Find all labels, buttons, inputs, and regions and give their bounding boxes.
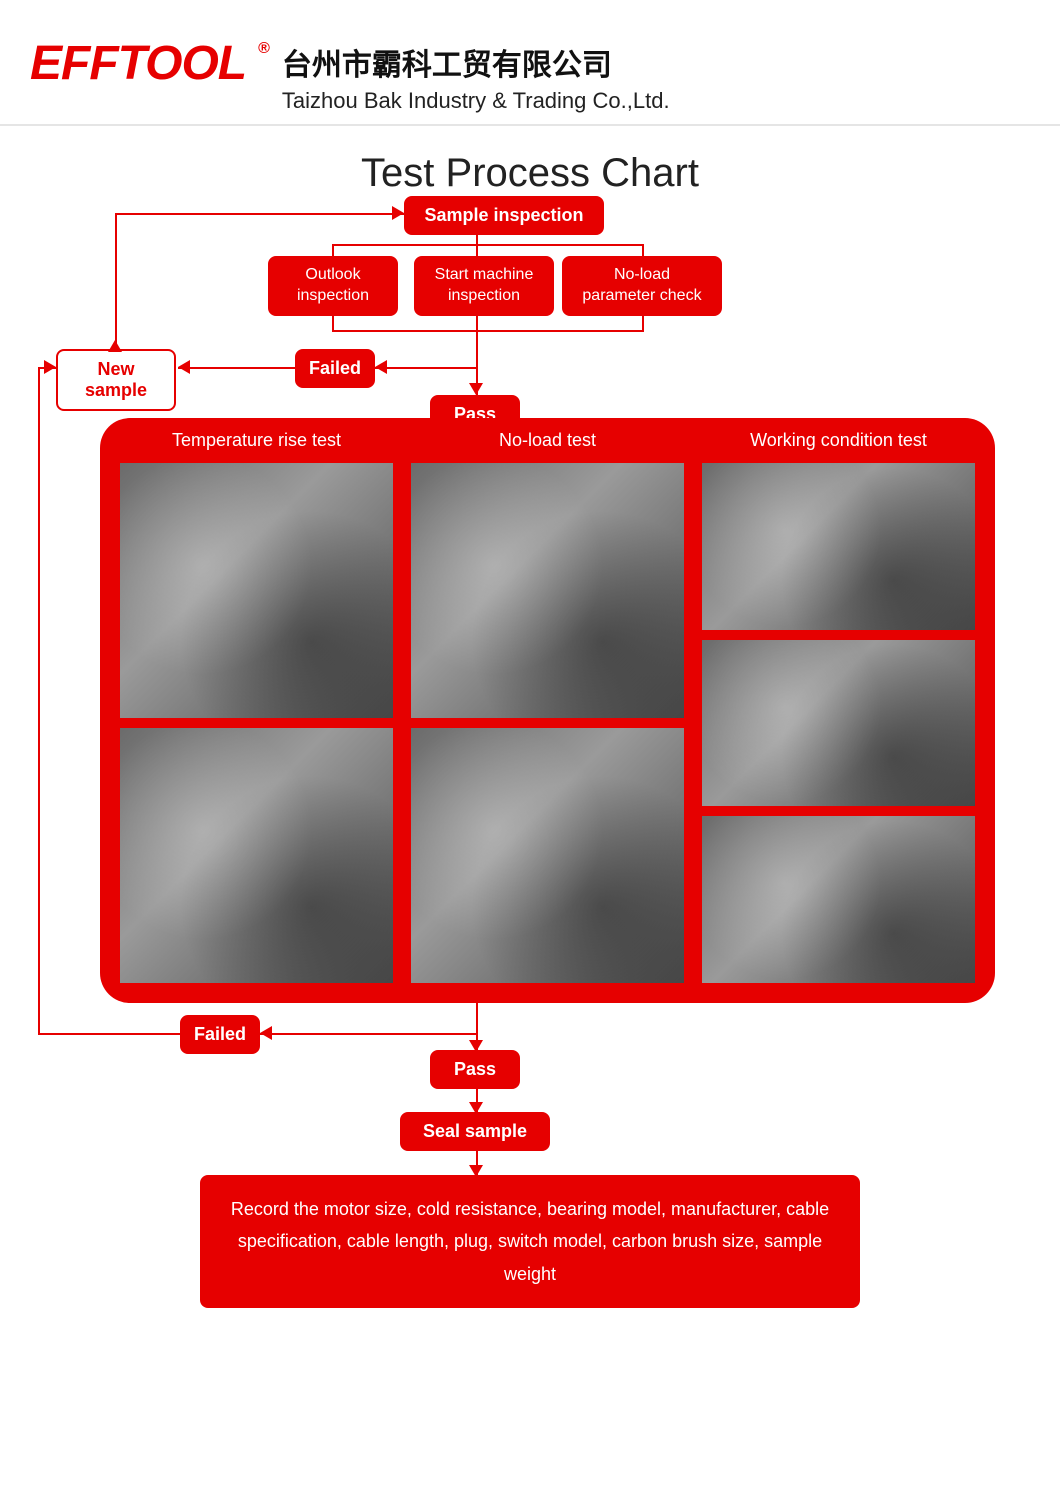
- node-start-machine-inspection: Start machine inspection: [414, 256, 554, 316]
- edge: [332, 314, 334, 330]
- edge: [38, 1033, 180, 1035]
- node-seal-sample: Seal sample: [400, 1112, 550, 1151]
- edge: [332, 244, 334, 256]
- photo-noload-2: [411, 728, 684, 983]
- node-noload-parameter-check: No-load parameter check: [562, 256, 722, 316]
- edge: [260, 1033, 476, 1035]
- arrow-left-icon: [260, 1026, 272, 1040]
- arrow-up-icon: [108, 340, 122, 352]
- photo-working-1: [702, 463, 975, 630]
- arrow-right-icon: [392, 206, 404, 220]
- arrow-left-icon: [178, 360, 190, 374]
- edge: [332, 244, 642, 246]
- node-failed-1: Failed: [295, 349, 375, 388]
- node-sample-inspection: Sample inspection: [404, 196, 604, 235]
- edge: [375, 367, 476, 369]
- arrow-right-icon: [44, 360, 56, 374]
- company-block: 台州市霸科工贸有限公司 Taizhou Bak Industry & Tradi…: [282, 40, 670, 114]
- edge: [332, 330, 644, 332]
- photo-working-2: [702, 640, 975, 807]
- arrow-down-icon: [469, 1102, 483, 1114]
- company-name-cn: 台州市霸科工贸有限公司: [282, 40, 670, 84]
- edge: [642, 314, 644, 330]
- arrow-left-icon: [375, 360, 387, 374]
- test-col-temperature: Temperature rise test: [120, 430, 393, 983]
- logo: EFFTOOL: [30, 40, 246, 88]
- node-new-sample: New sample: [56, 349, 176, 411]
- tests-panel: Temperature rise test No-load test Worki…: [100, 418, 995, 1003]
- edge: [38, 367, 40, 1033]
- edge: [476, 314, 478, 330]
- arrow-down-icon: [469, 383, 483, 395]
- edge: [115, 213, 404, 215]
- test-label-noload: No-load test: [499, 430, 596, 451]
- photo-temperature-2: [120, 728, 393, 983]
- test-col-noload: No-load test: [411, 430, 684, 983]
- node-outlook-inspection: Outlook inspection: [268, 256, 398, 316]
- edge: [178, 367, 295, 369]
- test-label-working: Working condition test: [750, 430, 927, 451]
- photo-working-3: [702, 816, 975, 983]
- record-box: Record the motor size, cold resistance, …: [200, 1175, 860, 1308]
- registered-icon: ®: [258, 40, 270, 58]
- arrow-down-icon: [469, 1040, 483, 1052]
- company-name-en: Taizhou Bak Industry & Trading Co.,Ltd.: [282, 88, 670, 114]
- node-failed-2: Failed: [180, 1015, 260, 1054]
- header: EFFTOOL ® 台州市霸科工贸有限公司 Taizhou Bak Indust…: [0, 0, 1060, 126]
- edge: [115, 213, 117, 349]
- page-title: Test Process Chart: [0, 151, 1060, 196]
- test-col-working: Working condition test: [702, 430, 975, 983]
- node-pass-2: Pass: [430, 1050, 520, 1089]
- edge: [642, 244, 644, 256]
- arrow-down-icon: [469, 1165, 483, 1177]
- test-label-temperature: Temperature rise test: [172, 430, 341, 451]
- photo-noload-1: [411, 463, 684, 718]
- photo-temperature-1: [120, 463, 393, 718]
